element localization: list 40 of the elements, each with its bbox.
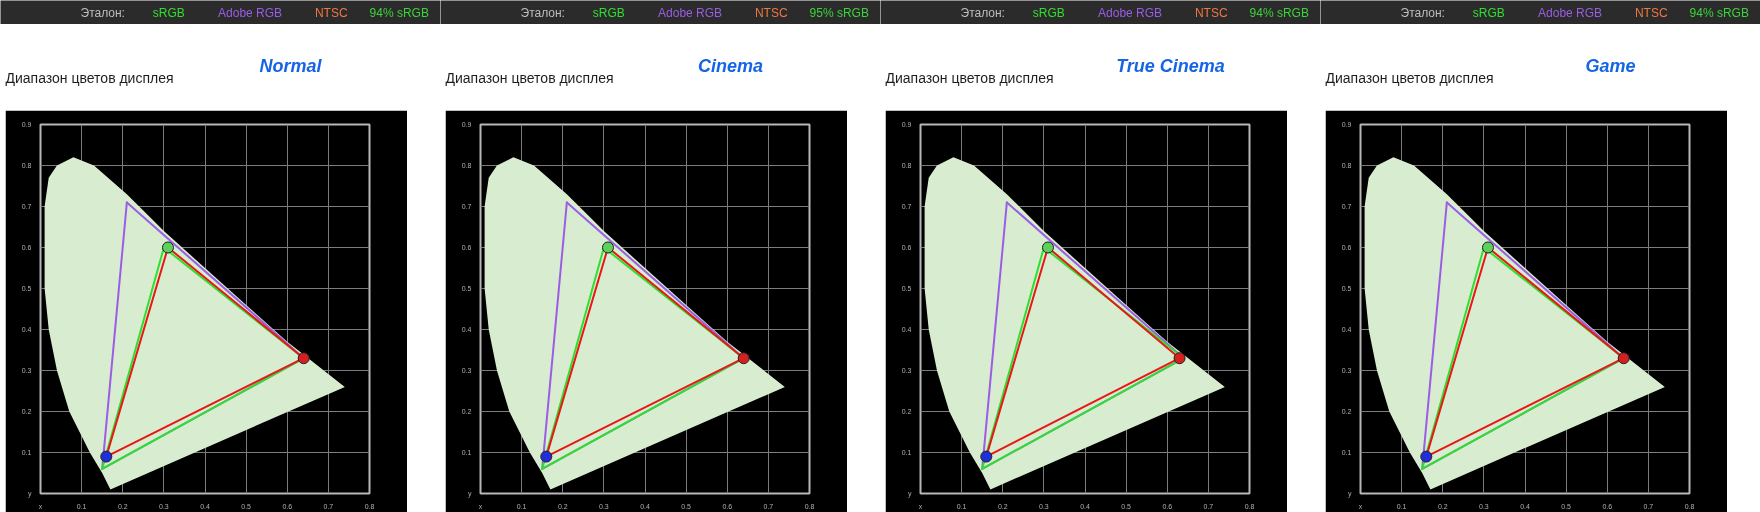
point bbox=[737, 352, 750, 365]
point bbox=[540, 450, 553, 463]
chart-subtitle: Диапазон цветов дисплея bbox=[1325, 69, 1494, 86]
text: 94% sRGB bbox=[1249, 5, 1309, 20]
legend-label: NTSC bbox=[314, 5, 348, 20]
text: Adobe RGB bbox=[218, 5, 283, 20]
chart-title: Game bbox=[1585, 55, 1636, 76]
legend-title: Эталон: bbox=[520, 5, 565, 20]
point bbox=[1173, 352, 1186, 365]
text: sRGB bbox=[1032, 5, 1065, 20]
text: sRGB bbox=[1472, 5, 1505, 20]
point bbox=[297, 352, 310, 365]
chart-subtitle: Диапазон цветов дисплея bbox=[445, 69, 614, 86]
text: 94% sRGB bbox=[369, 5, 429, 20]
legend-label: NTSC bbox=[1634, 5, 1668, 20]
point bbox=[1481, 241, 1494, 254]
point bbox=[100, 450, 113, 463]
chart-title: True Cinema bbox=[1116, 55, 1225, 76]
point bbox=[1041, 241, 1054, 254]
chart-subtitle: Диапазон цветов дисплея bbox=[885, 69, 1054, 86]
text: Adobe RGB bbox=[658, 5, 723, 20]
point bbox=[980, 450, 993, 463]
legend-title: Эталон: bbox=[80, 5, 125, 20]
text: Adobe RGB bbox=[1538, 5, 1603, 20]
legend-label: NTSC bbox=[754, 5, 788, 20]
legend-title: Эталон: bbox=[960, 5, 1005, 20]
point bbox=[161, 241, 174, 254]
chart-title: Normal bbox=[259, 55, 323, 76]
point bbox=[1420, 450, 1433, 463]
legend-title: Эталон: bbox=[1400, 5, 1445, 20]
text: 94% sRGB bbox=[1689, 5, 1749, 20]
chart-subtitle: Диапазон цветов дисплея bbox=[5, 69, 174, 86]
text: Adobe RGB bbox=[1098, 5, 1163, 20]
legend-label: NTSC bbox=[1194, 5, 1228, 20]
text: 95% sRGB bbox=[809, 5, 869, 20]
chart-title: Cinema bbox=[697, 55, 764, 76]
point bbox=[1617, 352, 1630, 365]
text: sRGB bbox=[152, 5, 185, 20]
point bbox=[601, 241, 614, 254]
text: sRGB bbox=[592, 5, 625, 20]
